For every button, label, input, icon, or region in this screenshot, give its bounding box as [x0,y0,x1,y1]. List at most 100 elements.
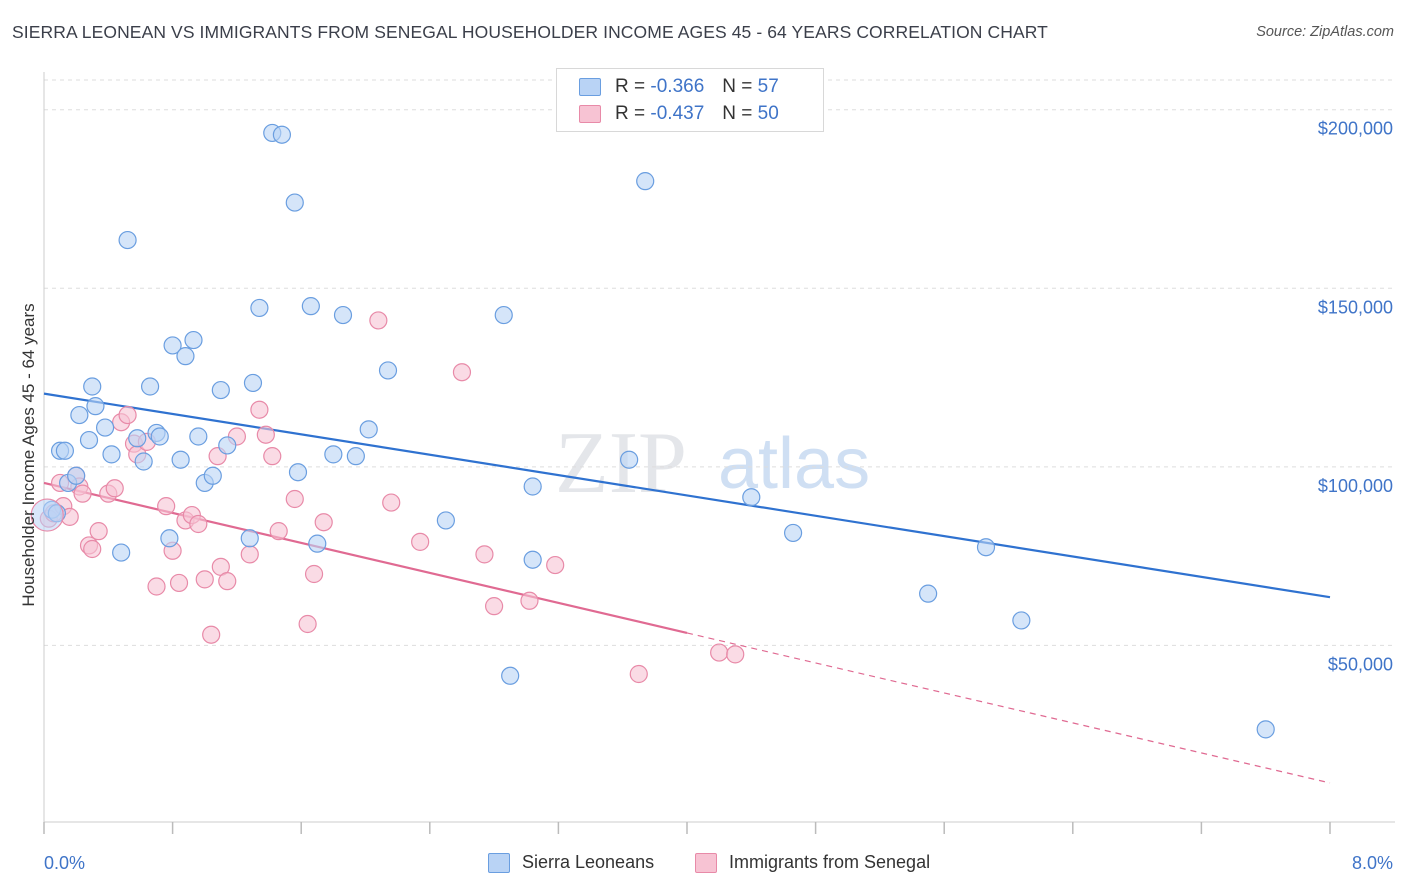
point-senegal [218,572,237,591]
legend-row-sierra-leoneans: R = -0.366 N = 57 [579,74,779,100]
point-sierra-leonean [308,534,327,553]
point-sierra-leonean [171,450,190,469]
point-sierra-leonean [203,466,222,485]
point-senegal [485,597,504,616]
point-senegal [285,489,304,509]
point-senegal [629,664,648,684]
point-sierra-leonean [95,418,115,437]
point-sierra-leonean [285,193,304,212]
watermark: ZIP atlas [555,415,870,512]
bottom-legend-senegal: Immigrants from Senegal [695,852,930,873]
point-sierra-leonean [160,529,179,548]
point-sierra-leonean [1012,611,1031,630]
point-senegal [263,447,282,466]
trendline-senegal-extrapolated [686,632,1331,784]
legend-n-label: N = [722,103,753,124]
point-sierra-leonean [243,373,263,393]
legend-n-label: N = [722,76,753,97]
legend-r-value: -0.437 [650,103,705,124]
point-sierra-leonean [620,450,639,469]
legend-r-label: R = [615,76,646,97]
point-sierra-leonean [783,523,803,543]
point-sierra-leonean [150,427,169,446]
point-sierra-leonean [288,463,308,482]
point-sierra-leonean [134,452,153,471]
point-sierra-leonean [523,477,542,496]
point-senegal [89,522,108,541]
point-sierra-leonean [176,347,195,366]
point-senegal [202,625,221,644]
point-sierra-leonean [436,511,455,530]
point-senegal [411,532,430,551]
point-sierra-leonean [359,420,378,439]
point-sierra-leonean [494,305,513,325]
point-senegal [298,614,317,634]
point-sierra-leonean [218,436,237,455]
point-sierra-leonean [211,380,230,400]
point-sierra-leonean [67,466,86,485]
point-senegal [147,577,166,596]
point-senegal [256,425,275,444]
bottom-legend-sierra-leoneans: Sierra Leoneans [488,852,654,873]
point-sierra-leonean [83,377,102,396]
point-sierra-leonean [976,538,996,557]
correlation-legend: R = -0.366 N = 57 R = -0.437 N = 50 [556,68,824,132]
y-tick-label: $50,000 [1328,654,1393,674]
point-senegal [269,522,288,541]
point-sierra-leonean [55,441,74,460]
point-senegal [83,539,102,559]
trendline-sierra-leoneans [43,392,1331,599]
legend-row-senegal: R = -0.437 N = 50 [579,101,779,127]
point-senegal [304,564,324,584]
point-sierra-leonean [301,297,320,316]
point-sierra-leonean [501,666,520,685]
point-senegal [157,497,176,516]
point-senegal [546,555,565,575]
point-sierra-leonean [70,405,89,425]
y-axis-label: Householder Income Ages 45 - 64 years [19,303,38,606]
x-tick-label: 8.0% [1352,853,1393,873]
point-sierra-leonean [250,298,269,318]
point-sierra-leonean [112,543,131,562]
chart-title: SIERRA LEONEAN VS IMMIGRANTS FROM SENEGA… [12,22,1048,42]
trendline-senegal [43,481,688,634]
point-sierra-leonean [636,172,655,191]
point-sierra-leonean [184,330,203,350]
point-sierra-leonean [523,550,542,569]
point-senegal [314,513,333,532]
point-sierra-leonean [86,397,105,416]
bottom-legend-label-2: Immigrants from Senegal [729,852,931,872]
legend-swatch-pink [579,105,601,123]
point-senegal [195,570,214,589]
y-tick-label: $150,000 [1318,297,1393,317]
point-sierra-leonean [742,488,761,507]
bottom-legend-swatch-blue [488,852,510,873]
point-sierra-leonean [240,529,259,548]
axes [43,72,1395,834]
point-sierra-leonean [346,447,365,466]
point-senegal [118,405,137,425]
bottom-legend-label-1: Sierra Leoneans [522,852,655,872]
point-sierra-leonean [189,427,208,446]
point-sierra-leonean [324,445,343,464]
data-points [30,123,1275,739]
trendlines [43,392,1331,784]
point-sierra-leonean [79,430,99,450]
point-sierra-leonean [163,336,182,355]
point-senegal [240,545,259,564]
point-sierra-leonean [102,445,121,464]
point-senegal [475,545,494,564]
legend-swatch-blue [579,78,601,96]
point-senegal [520,591,539,610]
point-senegal [73,484,92,503]
point-senegal [169,573,189,593]
legend-n-value: 50 [757,103,779,124]
point-sierra-leonean [378,361,398,380]
legend-r-value: -0.366 [650,76,705,97]
point-cluster [30,498,64,532]
point-senegal [105,479,124,498]
point-senegal [382,493,401,512]
point-sierra-leonean [118,230,137,250]
point-sierra-leonean [272,125,292,144]
point-sierra-leonean [333,305,353,325]
